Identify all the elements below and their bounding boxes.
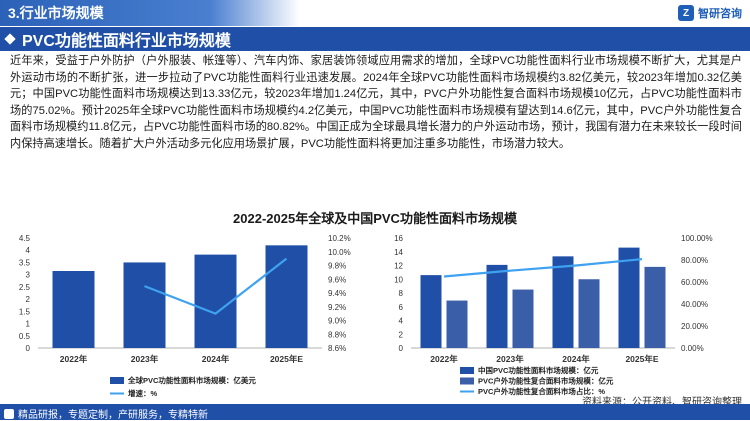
bar	[578, 279, 600, 348]
source-note: 资料来源：公开资料、智研咨询整理	[582, 397, 742, 408]
y-right-tick-label: 9.0%	[328, 317, 346, 326]
y-right-tick-label: 0.00%	[681, 344, 704, 353]
y-left-tick-label: 14	[394, 248, 403, 257]
y-right-tick-label: 100.00%	[681, 234, 713, 243]
y-right-tick-label: 40.00%	[681, 300, 708, 309]
bar	[644, 266, 666, 348]
y-left-tick-label: 16	[394, 234, 403, 243]
banner-title: PVC功能性面料行业市场规模	[22, 33, 231, 50]
chart-title: 2022-2025年全球及中国PVC功能性面料市场规模	[233, 211, 517, 226]
legend-label: 全球PVC功能性面料市场规模：亿美元	[127, 375, 256, 385]
y-right-tick-label: 8.8%	[328, 330, 346, 339]
y-right-tick-label: 10.0%	[328, 248, 351, 257]
bar	[618, 247, 640, 348]
y-right-tick-label: 9.2%	[328, 303, 346, 312]
y-left-tick-label: 0	[26, 344, 31, 353]
title-banner: PVC功能性面料行业市场规模	[0, 27, 750, 51]
y-left-tick-label: 2.5	[19, 283, 31, 292]
y-right-tick-label: 20.00%	[681, 322, 708, 331]
y-left-tick-label: 1.5	[19, 307, 31, 316]
global-market-chart: 0 0.5 1 1.5 2 2.5 3 3.5 4 4.5 8.6% 8.8% 9.0% 9.2% 9.4%…	[19, 234, 351, 398]
y-left-tick-label: 0	[399, 344, 404, 353]
bar	[123, 262, 166, 348]
bar	[420, 275, 442, 348]
y-right-tick-label: 60.00%	[681, 278, 708, 287]
report-icon	[4, 408, 14, 419]
bar	[446, 300, 468, 348]
legend-swatch	[110, 377, 124, 384]
y-right-tick-label: 10.2%	[328, 234, 351, 243]
y-left-tick-label: 3	[26, 271, 31, 280]
bar	[194, 254, 237, 348]
y-left-tick-label: 3.5	[19, 258, 31, 267]
y-right-tick-label: 9.8%	[328, 262, 346, 271]
legend-swatch	[460, 367, 474, 374]
legend-label: 增速：%	[128, 388, 157, 398]
series-line	[144, 257, 288, 315]
x-tick-label: 2023年	[496, 354, 524, 364]
bar	[486, 264, 508, 348]
bar	[552, 256, 574, 348]
top-bar: 3.行业市场规模 Z 智研咨询	[0, 0, 750, 26]
y-left-tick-label: 2	[399, 330, 404, 339]
china-market-chart: 0 2 4 6 8 10 12 14 16 0.00% 20.00% 40.00% 60.00% 80.0…	[394, 234, 713, 396]
y-right-tick-label: 8.6%	[328, 344, 346, 353]
footer-text: 精品研报，专题定制，产研服务，专精特新	[18, 410, 208, 421]
legend-label: 中国PVC功能性面料市场规模：亿元	[478, 365, 599, 375]
x-tick-label: 2024年	[202, 354, 230, 364]
bar	[52, 271, 95, 348]
series-line	[443, 258, 643, 278]
y-left-tick-label: 2	[26, 295, 31, 304]
y-left-tick-label: 10	[394, 275, 403, 284]
diamond-icon	[4, 33, 16, 45]
x-tick-label: 2025年E	[625, 354, 658, 364]
x-tick-label: 2023年	[131, 354, 159, 364]
logo-text: 智研咨询	[698, 8, 742, 20]
legend-label: PVC户外功能性复合面料市场占比：%	[478, 386, 605, 396]
x-tick-label: 2022年	[60, 354, 88, 364]
y-left-tick-label: 4	[26, 246, 31, 255]
section-title: 3.行业市场规模	[0, 0, 300, 26]
legend-label: PVC户外功能性复合面料市场规模：亿元	[478, 376, 614, 386]
y-left-tick-label: 4.5	[19, 234, 31, 243]
x-tick-label: 2024年	[562, 354, 590, 364]
y-left-tick-label: 12	[394, 262, 403, 271]
y-right-tick-label: 9.4%	[328, 289, 346, 298]
logo-icon: Z	[678, 5, 694, 21]
legend-swatch	[460, 377, 474, 385]
y-left-tick-label: 6	[399, 303, 404, 312]
intro-paragraph: 近年来，受益于户外防护（户外服装、帐篷等）、汽车内饰、家居装饰领域应用需求的增加…	[10, 55, 742, 150]
y-left-tick-label: 1	[26, 320, 31, 329]
bar	[265, 245, 308, 348]
y-left-tick-label: 4	[399, 317, 404, 326]
footer-bar: 精品研报，专题定制，产研服务，专精特新	[0, 404, 750, 421]
x-tick-label: 2022年	[430, 354, 458, 364]
y-right-tick-label: 80.00%	[681, 256, 708, 265]
x-tick-label: 2025年E	[270, 354, 303, 364]
y-left-tick-label: 8	[399, 289, 404, 298]
bar	[512, 289, 534, 348]
y-left-tick-label: 0.5	[19, 332, 31, 341]
logo: Z 智研咨询	[678, 4, 742, 22]
y-right-tick-label: 9.6%	[328, 275, 346, 284]
